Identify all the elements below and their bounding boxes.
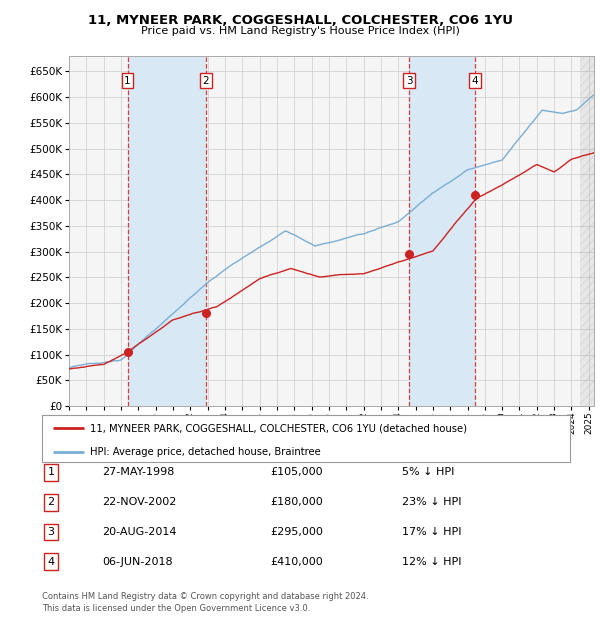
Text: 4: 4: [472, 76, 478, 86]
Text: 2: 2: [47, 497, 55, 507]
Text: 27-MAY-1998: 27-MAY-1998: [102, 467, 175, 477]
Bar: [128, 56, 206, 406]
Text: 3: 3: [47, 527, 55, 537]
Text: 1: 1: [47, 467, 55, 477]
Text: 4: 4: [47, 557, 55, 567]
Text: £105,000: £105,000: [270, 467, 323, 477]
Text: £295,000: £295,000: [270, 527, 323, 537]
Text: HPI: Average price, detached house, Braintree: HPI: Average price, detached house, Brai…: [89, 446, 320, 457]
Text: £180,000: £180,000: [270, 497, 323, 507]
Text: 23% ↓ HPI: 23% ↓ HPI: [402, 497, 461, 507]
Text: Contains HM Land Registry data © Crown copyright and database right 2024.
This d: Contains HM Land Registry data © Crown c…: [42, 591, 368, 613]
Text: 11, MYNEER PARK, COGGESHALL, COLCHESTER, CO6 1YU (detached house): 11, MYNEER PARK, COGGESHALL, COLCHESTER,…: [89, 423, 467, 433]
Text: 11, MYNEER PARK, COGGESHALL, COLCHESTER, CO6 1YU: 11, MYNEER PARK, COGGESHALL, COLCHESTER,…: [88, 14, 512, 27]
Text: 5% ↓ HPI: 5% ↓ HPI: [402, 467, 454, 477]
Text: 1: 1: [124, 76, 131, 86]
Text: Price paid vs. HM Land Registry's House Price Index (HPI): Price paid vs. HM Land Registry's House …: [140, 26, 460, 36]
Text: 20-AUG-2014: 20-AUG-2014: [102, 527, 176, 537]
Text: £410,000: £410,000: [270, 557, 323, 567]
Bar: [409, 56, 475, 406]
Text: 2: 2: [202, 76, 209, 86]
Bar: [580, 56, 600, 406]
Text: 22-NOV-2002: 22-NOV-2002: [102, 497, 176, 507]
Text: 17% ↓ HPI: 17% ↓ HPI: [402, 527, 461, 537]
Text: 12% ↓ HPI: 12% ↓ HPI: [402, 557, 461, 567]
Text: 3: 3: [406, 76, 412, 86]
Text: 06-JUN-2018: 06-JUN-2018: [102, 557, 173, 567]
